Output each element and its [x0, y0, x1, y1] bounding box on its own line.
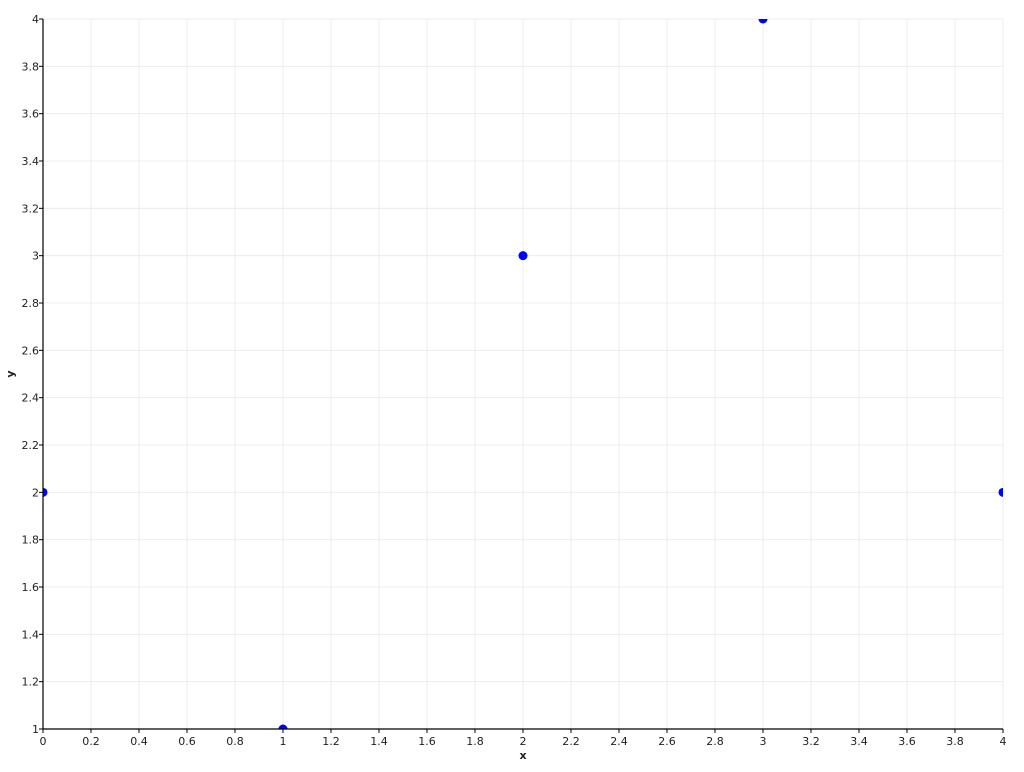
- x-tick-label: 3.6: [898, 735, 916, 748]
- y-tick-label: 2.8: [22, 297, 40, 310]
- x-tick-label: 4: [1000, 735, 1007, 748]
- x-tick-label: 0.6: [178, 735, 196, 748]
- data-point: [43, 487, 48, 497]
- grid: [42, 18, 1004, 730]
- y-tick-label: 2: [32, 486, 39, 499]
- points: [43, 19, 1003, 729]
- y-tick-label: 4: [32, 13, 39, 26]
- y-tick-label: 2.6: [22, 344, 40, 357]
- x-tick-label: 2.4: [610, 735, 628, 748]
- x-tick-label: 2.8: [706, 735, 724, 748]
- x-tick-label: 1.2: [322, 735, 340, 748]
- x-tick-label: 0.8: [226, 735, 244, 748]
- y-tick-label: 3.4: [22, 155, 40, 168]
- x-axis-label: x: [519, 749, 526, 762]
- y-tick-label: 1.2: [22, 676, 40, 689]
- axes: 0 0.2 0.4 0.6 0.8 1 1.2 1.4 1.6 1.8 2 2.2 2.4 2.6 2.8 3…: [22, 13, 1007, 748]
- data-point: [998, 487, 1003, 497]
- x-tick-label: 2.6: [658, 735, 676, 748]
- y-tick-label: 3: [32, 250, 39, 263]
- data-point: [758, 19, 768, 24]
- y-tick-label: 3.2: [22, 202, 40, 215]
- y-tick-label: 3.6: [22, 108, 40, 121]
- x-tick-label: 2.2: [562, 735, 580, 748]
- x-tick-label: 2: [520, 735, 527, 748]
- y-tick-label: 2.4: [22, 392, 40, 405]
- x-tick-label: 0.4: [130, 735, 148, 748]
- data-point: [518, 251, 528, 261]
- data-point: [278, 724, 288, 729]
- x-tick-label: 3.2: [802, 735, 820, 748]
- x-tick-label: 1.6: [418, 735, 436, 748]
- y-tick-label: 1.4: [22, 628, 40, 641]
- x-tick-label: 3.4: [850, 735, 868, 748]
- y-tick-label: 3.8: [22, 60, 40, 73]
- x-tick-label: 3.8: [946, 735, 964, 748]
- x-tick-label: 1.4: [370, 735, 388, 748]
- y-tick-label: 1.6: [22, 581, 40, 594]
- y-tick-label: 1.8: [22, 534, 40, 547]
- x-tick-label: 3: [760, 735, 767, 748]
- x-tick-label: 0: [40, 735, 47, 748]
- x-tick-label: 0.2: [82, 735, 100, 748]
- x-tick-label: 1: [280, 735, 287, 748]
- y-axis-label: y: [4, 370, 17, 377]
- y-tick-label: 1: [32, 723, 39, 736]
- y-tick-label: 2.2: [22, 439, 40, 452]
- x-tick-label: 1.8: [466, 735, 484, 748]
